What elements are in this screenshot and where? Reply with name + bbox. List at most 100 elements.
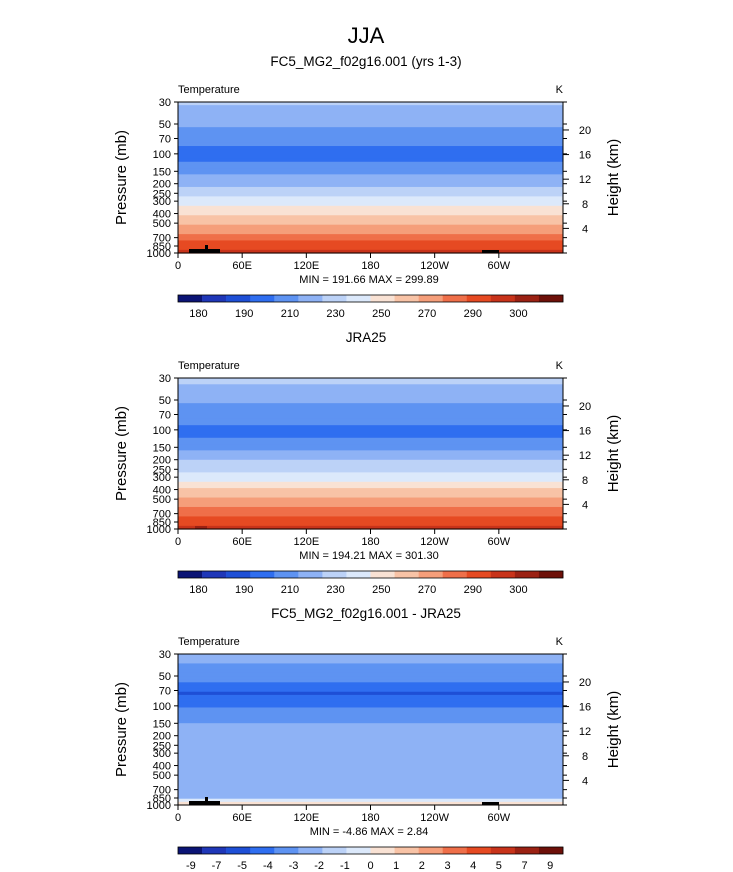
x-tick-label: 180 [361, 260, 379, 272]
colorbar-swatch [178, 571, 203, 578]
contour-band [178, 234, 563, 238]
y-tick-label: 70 [159, 409, 171, 421]
contour-band [178, 713, 563, 718]
colorbar-label: 3 [444, 860, 450, 872]
y-tick-label: 50 [159, 671, 171, 683]
contour-band [178, 682, 563, 687]
contour-band [178, 679, 563, 683]
contour-band [178, 390, 563, 395]
contour-band [178, 685, 563, 690]
contour-band [178, 403, 563, 407]
contour-band [178, 657, 563, 661]
contour-band [178, 136, 563, 141]
height-tick-label: 4 [582, 775, 588, 787]
contour-band [178, 381, 563, 385]
x-tick-label: 0 [175, 812, 181, 824]
contour-band [178, 516, 563, 521]
colorbar-swatch [274, 295, 299, 302]
colorbar-swatch [274, 571, 299, 578]
height-axis: 20 16 12 8 4 [563, 401, 591, 511]
contour-band [178, 764, 563, 768]
y-tick-label: 500 [153, 770, 171, 782]
height-tick-label: 20 [579, 125, 591, 137]
y-tick-label: 700 [153, 785, 171, 797]
colorbar-swatch [346, 847, 371, 854]
contour-band [178, 425, 563, 429]
contour-band [178, 698, 563, 702]
height-tick-label: 8 [582, 475, 588, 487]
contour-band [178, 202, 563, 207]
contour-band [178, 710, 563, 715]
colorbar-label: -2 [314, 860, 324, 872]
y-tick-label: 500 [153, 218, 171, 230]
colorbar-swatch [250, 295, 275, 302]
contour-band [178, 158, 563, 163]
x-tick-label: 120E [293, 536, 319, 548]
colorbar-swatch [514, 571, 540, 578]
contour-band [178, 506, 563, 511]
contour-band [178, 124, 563, 128]
panel-3: 3050701001502002503004005007008501000Pre… [113, 606, 622, 872]
contour-band [178, 732, 563, 737]
contour-band [178, 704, 563, 709]
colorbar-label: 230 [326, 584, 344, 596]
contour-band [178, 249, 563, 254]
y-tick-label: 400 [153, 209, 171, 221]
colorbar-swatch [466, 847, 492, 854]
min-max-stats: MIN = 194.21 MAX = 301.30 [299, 550, 438, 562]
contour-band [178, 139, 563, 144]
contour-band [178, 428, 563, 433]
contour-band [178, 472, 563, 477]
contour-band [178, 726, 563, 731]
contour-band [178, 475, 563, 480]
height-tick-label: 16 [579, 150, 591, 162]
colorbar-swatch [202, 847, 227, 854]
units-label: K [556, 84, 564, 96]
contour-band [178, 503, 563, 508]
contour-band [178, 437, 563, 442]
contour-band [178, 663, 563, 668]
colorbar-frame [177, 294, 564, 303]
topography-andes [482, 250, 499, 253]
colorbar-swatch [370, 847, 395, 854]
contour-band [178, 393, 563, 398]
colorbar-label: 190 [235, 308, 253, 320]
colorbar-label: 0 [367, 860, 373, 872]
colorbar-swatch [274, 847, 299, 854]
height-tick-label: 20 [579, 677, 591, 689]
y-tick-label: 700 [153, 233, 171, 245]
colorbar-label: 270 [418, 584, 436, 596]
y-tick-label: 30 [159, 649, 171, 661]
contour-band [178, 497, 563, 502]
contour-band [178, 186, 563, 191]
colorbar-swatch [178, 295, 203, 302]
contour-band [178, 114, 563, 119]
y-tick-label: 300 [153, 196, 171, 208]
contour-band [178, 108, 563, 113]
colorbar-swatch [394, 295, 419, 302]
contour-band [178, 691, 563, 696]
y-tick-label: 100 [153, 701, 171, 713]
contour-band [178, 120, 563, 125]
figure-suptitle: JJA [348, 23, 385, 48]
contour-band [178, 171, 563, 175]
contour-band [178, 453, 563, 458]
contour-band [178, 105, 563, 109]
contour-band [178, 466, 563, 470]
contour-band [178, 491, 563, 495]
y-tick-label: 70 [159, 685, 171, 697]
colorbar-label: 190 [235, 584, 253, 596]
y-axis-label: Pressure (mb) [113, 130, 130, 225]
contour-band [178, 224, 563, 229]
x-tick-label: 60E [232, 812, 252, 824]
contour-band [178, 161, 563, 166]
colorbar-swatch [418, 847, 443, 854]
contour-band [178, 716, 563, 721]
height-axis: 20 16 12 8 4 [563, 125, 591, 235]
contour-band [178, 792, 563, 797]
contour-band [178, 117, 563, 122]
contour-band [178, 660, 563, 665]
contour-band [178, 218, 563, 223]
colorbar-label: 7 [521, 860, 527, 872]
contour-band [178, 738, 563, 743]
